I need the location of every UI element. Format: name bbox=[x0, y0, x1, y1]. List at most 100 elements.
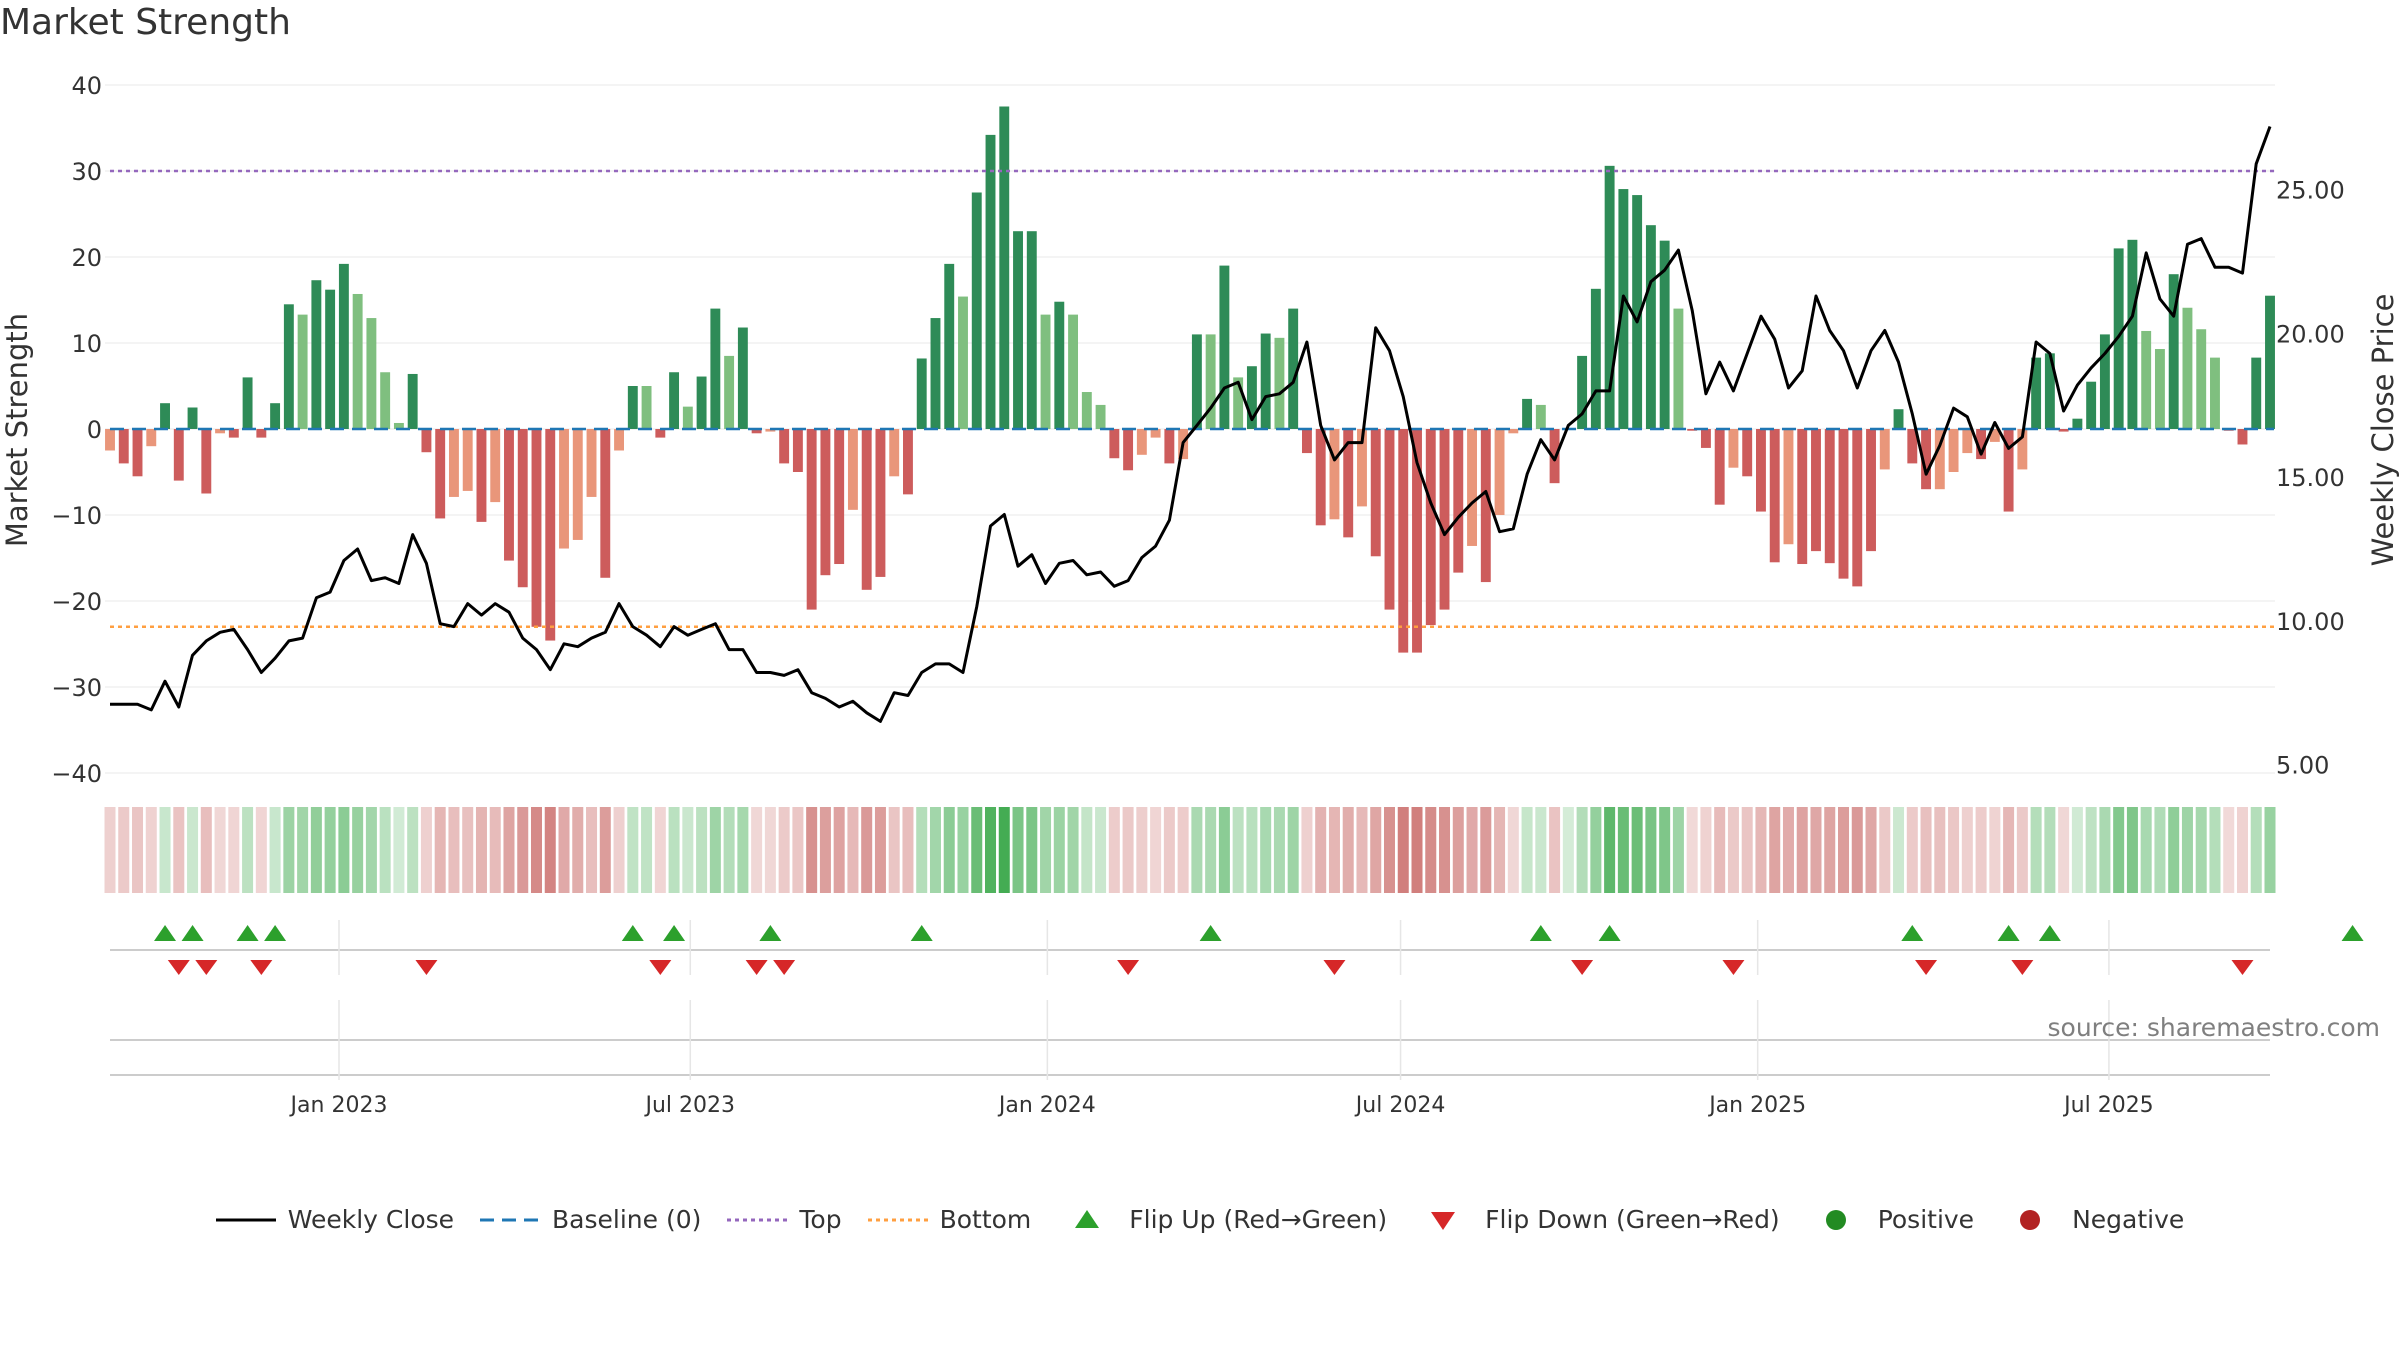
heat-cell bbox=[819, 807, 831, 893]
heat-cell bbox=[503, 807, 515, 893]
heat-cell bbox=[1246, 807, 1258, 893]
strength-bar bbox=[1301, 429, 1312, 454]
heat-cell bbox=[1865, 807, 1877, 893]
strength-bar bbox=[1714, 429, 1725, 505]
strength-bar bbox=[338, 263, 349, 429]
legend-item-flip-up[interactable]: Flip Up (Red→Green) bbox=[1057, 1205, 1387, 1234]
legend-item-baseline[interactable]: Baseline (0) bbox=[480, 1205, 701, 1234]
legend-item-negative[interactable]: Negative bbox=[2000, 1205, 2184, 1234]
heat-cell bbox=[1108, 807, 1120, 893]
heat-cell bbox=[1397, 807, 1409, 893]
heat-cell bbox=[530, 807, 542, 893]
x-tick-label: Jan 2023 bbox=[289, 1093, 388, 1118]
heat-cell bbox=[1494, 807, 1506, 893]
strength-bar bbox=[1398, 429, 1409, 653]
heat-cell bbox=[1521, 807, 1533, 893]
strength-bar bbox=[1508, 429, 1519, 434]
strength-bar bbox=[1095, 404, 1106, 429]
right-axis-title: Weekly Close Price bbox=[2366, 294, 2400, 567]
strength-bar bbox=[1357, 429, 1367, 507]
heat-cell bbox=[1714, 807, 1726, 893]
strength-bar bbox=[2154, 349, 2165, 429]
heat-cell bbox=[242, 807, 254, 893]
strength-bar bbox=[1976, 429, 1987, 460]
strength-bar bbox=[1480, 429, 1491, 583]
flip-down-marker bbox=[1722, 960, 1745, 975]
heat-cell bbox=[1810, 807, 1822, 893]
heat-cell bbox=[1452, 807, 1464, 893]
heat-cell bbox=[1631, 807, 1643, 893]
heat-cell bbox=[888, 807, 900, 893]
strength-bar bbox=[1040, 314, 1051, 429]
strength-bar bbox=[1866, 429, 1876, 552]
flip-down-marker bbox=[167, 960, 190, 975]
heat-cell bbox=[723, 807, 735, 893]
strength-bar bbox=[559, 429, 569, 549]
heat-cell bbox=[2113, 807, 2125, 893]
legend-item-weekly-close[interactable]: Weekly Close bbox=[215, 1205, 454, 1234]
heat-cell bbox=[2250, 807, 2262, 893]
strength-bar bbox=[847, 429, 858, 510]
heat-cell bbox=[1535, 807, 1547, 893]
strength-bar bbox=[1700, 429, 1711, 448]
strength-bar bbox=[1315, 429, 1326, 526]
heat-cell bbox=[1480, 807, 1492, 893]
legend-item-positive[interactable]: Positive bbox=[1806, 1205, 1974, 1234]
strength-bar bbox=[682, 406, 693, 429]
heat-cell bbox=[1026, 807, 1038, 893]
flip-down-marker bbox=[2011, 960, 2034, 975]
legend-item-bottom[interactable]: Bottom bbox=[867, 1205, 1031, 1234]
left-tick-label: −10 bbox=[51, 502, 102, 530]
strength-bar bbox=[724, 355, 735, 429]
heat-cell bbox=[1232, 807, 1244, 893]
strength-bar bbox=[779, 429, 790, 464]
heat-cell bbox=[145, 807, 157, 893]
strength-bar bbox=[393, 422, 404, 429]
strength-bar bbox=[325, 289, 336, 429]
strength-bar bbox=[1921, 429, 1932, 490]
heat-cell bbox=[2168, 807, 2180, 893]
strength-bar bbox=[118, 429, 129, 464]
flip-down-marker bbox=[773, 960, 796, 975]
heat-cell bbox=[1741, 807, 1753, 893]
flip-down-marker bbox=[649, 960, 672, 975]
heat-cell bbox=[627, 807, 639, 893]
heat-cell bbox=[1727, 807, 1739, 893]
legend-item-flip-down[interactable]: Flip Down (Green→Red) bbox=[1413, 1205, 1780, 1234]
strength-bars bbox=[105, 106, 2275, 653]
strength-bar bbox=[1728, 429, 1739, 468]
heat-cell bbox=[1163, 807, 1175, 893]
strength-bar bbox=[2210, 357, 2220, 429]
heat-cell bbox=[902, 807, 914, 893]
heat-cell bbox=[1948, 807, 1960, 893]
right-tick-label: 5.00 bbox=[2276, 752, 2329, 780]
legend-item-top[interactable]: Top bbox=[727, 1205, 842, 1234]
heat-cell bbox=[1370, 807, 1382, 893]
flip-down-marker bbox=[195, 960, 218, 975]
left-tick-label: 20 bbox=[71, 244, 102, 272]
heat-cell bbox=[998, 807, 1010, 893]
left-tick-label: 0 bbox=[87, 416, 102, 444]
chart-title: Market Strength bbox=[0, 2, 291, 43]
strength-bar bbox=[861, 429, 872, 590]
right-tick-label: 15.00 bbox=[2276, 464, 2345, 492]
strength-bar bbox=[669, 372, 680, 429]
strength-bar bbox=[889, 429, 900, 477]
legend-label: Positive bbox=[1877, 1205, 1975, 1234]
heat-cell bbox=[1136, 807, 1148, 893]
heat-cell bbox=[2236, 807, 2248, 893]
strength-bar bbox=[1013, 231, 1023, 429]
flip-up-marker bbox=[663, 925, 686, 941]
strength-bar bbox=[1233, 377, 1244, 429]
x-axis: Jan 2023 Jul 2023 Jan 2024 Jul 2024 Jan 2025… bbox=[110, 920, 2270, 1118]
heat-cell bbox=[1439, 807, 1451, 893]
heat-cell bbox=[1411, 807, 1423, 893]
strength-bar bbox=[2003, 429, 2014, 512]
heat-cell bbox=[1218, 807, 1230, 893]
weekly-close-line bbox=[110, 125, 2272, 723]
heat-cell bbox=[558, 807, 570, 893]
flip-down-marker bbox=[1571, 960, 1594, 975]
strength-bar bbox=[792, 429, 803, 472]
strength-bar bbox=[421, 429, 432, 453]
triangle-up-icon bbox=[1057, 1208, 1117, 1232]
